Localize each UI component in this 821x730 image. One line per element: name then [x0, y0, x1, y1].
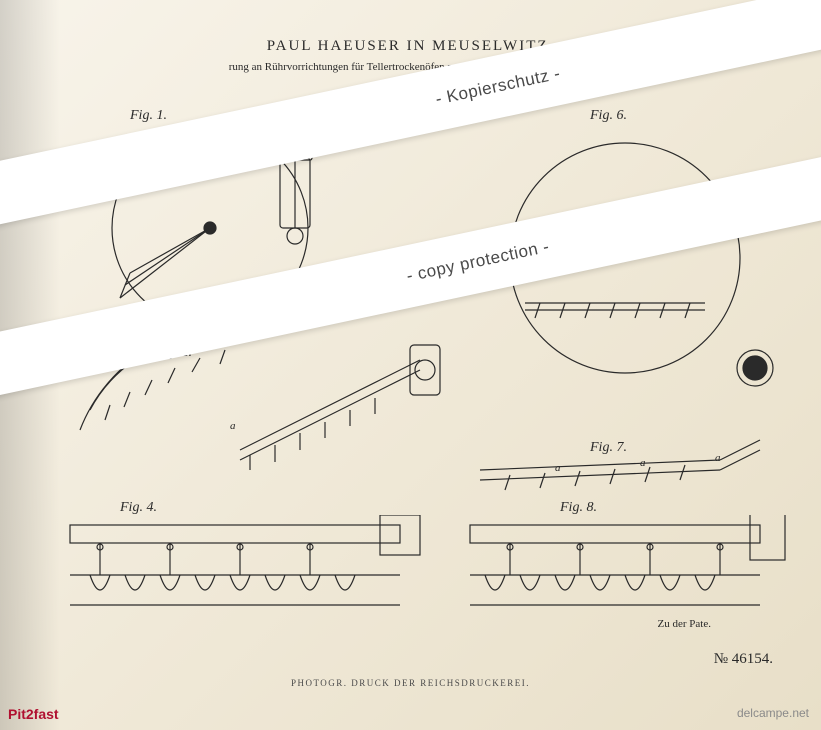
part-a-1: a [555, 462, 561, 474]
fig3-arm-diagram [220, 330, 460, 480]
part-a-2: a [640, 457, 646, 469]
watermark-text-2: - copy protection - [405, 237, 552, 287]
part-a-4: a [230, 420, 236, 432]
pit2fast-logo: Pit2fast [8, 706, 59, 722]
printer-line: PHOTOGR. DRUCK DER REICHSDRUCKEREI. [0, 678, 821, 688]
patent-page: PAUL HAEUSER IN MEUSELWITZ. rung an Rühr… [0, 0, 821, 730]
part-a-3: a [715, 452, 721, 464]
delcampe-site: delcampe.net [737, 706, 809, 720]
fig4-label: Fig. 4. [120, 500, 157, 516]
fig7-diagram [470, 430, 790, 520]
watermark-text-1: - Kopierschutz - [434, 64, 562, 110]
fig8-diagram [460, 515, 800, 625]
patent-number: № 46154. [714, 651, 773, 668]
zu-der-text: Zu der Pate. [658, 618, 711, 630]
fig4-diagram [60, 515, 430, 625]
